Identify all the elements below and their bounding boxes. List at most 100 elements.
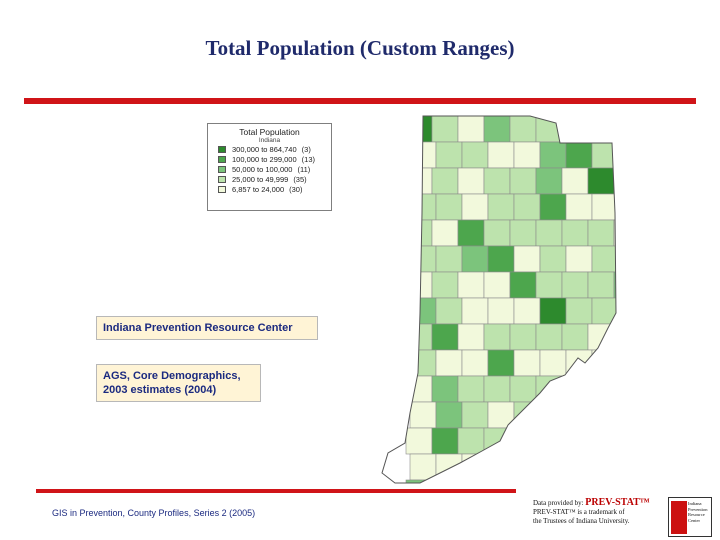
credit-prefix: Data provided by: xyxy=(533,499,584,507)
county-cell xyxy=(509,116,537,143)
county-cell xyxy=(431,479,459,483)
county-cell xyxy=(487,297,515,325)
county-cell xyxy=(405,271,433,299)
county-cell xyxy=(405,167,433,195)
county-cell xyxy=(561,323,589,351)
county-cell xyxy=(539,193,567,221)
county-cell xyxy=(509,375,537,403)
county-cell xyxy=(587,323,615,351)
county-cell xyxy=(591,453,616,481)
legend-count: (35) xyxy=(293,174,307,184)
county-cell xyxy=(561,271,589,299)
county-cell xyxy=(431,271,459,299)
county-cell xyxy=(561,427,589,455)
county-cell xyxy=(535,219,563,247)
county-cell xyxy=(565,401,593,429)
county-cell xyxy=(561,219,589,247)
county-cell xyxy=(457,427,485,455)
county-cell xyxy=(618,402,644,428)
county-cell xyxy=(613,427,616,455)
legend-label: 50,000 to 100,000 xyxy=(232,164,293,174)
county-cell xyxy=(513,349,541,377)
county-cell xyxy=(587,116,615,143)
county-cell xyxy=(487,349,515,377)
county-cell xyxy=(457,375,485,403)
county-cell xyxy=(539,297,567,325)
county-cell xyxy=(587,479,615,483)
county-cell xyxy=(431,219,459,247)
county-cell xyxy=(487,401,515,429)
indiana-state-logo-icon xyxy=(671,501,687,534)
county-cell xyxy=(618,454,644,480)
county-cell xyxy=(591,193,616,221)
county-cell xyxy=(461,141,489,169)
county-cell xyxy=(613,271,616,299)
county-cell xyxy=(435,141,463,169)
county-cell xyxy=(457,323,485,351)
source-data-line2: 2003 estimates (2004) xyxy=(103,384,217,396)
county-cell xyxy=(431,167,459,195)
indiana-county-map xyxy=(381,115,644,484)
county-cell xyxy=(461,297,489,325)
county-cell xyxy=(457,219,485,247)
county-cell xyxy=(587,271,615,299)
county-cell xyxy=(435,193,463,221)
county-cell xyxy=(509,219,537,247)
county-cell xyxy=(591,245,616,273)
county-cell xyxy=(513,193,541,221)
county-cell xyxy=(561,479,589,483)
county-cell xyxy=(405,116,433,143)
county-cell xyxy=(461,193,489,221)
legend-title: Total Population xyxy=(239,127,300,137)
county-cell xyxy=(409,245,437,273)
legend-swatch xyxy=(218,145,226,153)
county-cell xyxy=(618,246,644,272)
county-cell xyxy=(613,479,616,483)
county-cell xyxy=(618,298,644,324)
county-cell xyxy=(483,219,511,247)
county-cell xyxy=(618,350,644,376)
county-cell xyxy=(613,167,616,195)
county-cell xyxy=(565,193,593,221)
source-org-text: Indiana Prevention Resource Center xyxy=(103,322,293,334)
county-cell xyxy=(405,219,433,247)
county-cell xyxy=(561,375,589,403)
county-cell xyxy=(405,427,433,455)
logo-line1: Indiana xyxy=(688,501,702,506)
county-cell xyxy=(435,401,463,429)
county-cell xyxy=(565,245,593,273)
county-cell xyxy=(587,375,615,403)
county-cell xyxy=(483,271,511,299)
county-cell xyxy=(483,427,511,455)
county-cell xyxy=(513,453,541,481)
county-cell xyxy=(561,116,589,143)
top-divider xyxy=(24,98,696,104)
county-cell xyxy=(613,116,616,143)
county-cell xyxy=(535,427,563,455)
county-cell xyxy=(618,194,644,220)
legend-label: 6,857 to 24,000 xyxy=(232,184,285,194)
county-cell xyxy=(435,245,463,273)
legend-swatch xyxy=(218,175,226,183)
county-cell xyxy=(483,167,511,195)
county-cell xyxy=(513,297,541,325)
county-cell xyxy=(457,271,485,299)
county-cell xyxy=(487,193,515,221)
county-cell xyxy=(535,479,563,483)
county-cell xyxy=(435,297,463,325)
legend-swatch xyxy=(218,155,226,163)
legend-item: 6,857 to 24,000 (30) xyxy=(218,184,331,194)
county-cell xyxy=(457,167,485,195)
county-cell xyxy=(587,219,615,247)
legend-swatch xyxy=(218,185,226,193)
county-cell xyxy=(535,375,563,403)
county-cell xyxy=(618,142,644,168)
county-cell xyxy=(535,271,563,299)
county-cell xyxy=(565,141,593,169)
county-cell xyxy=(591,401,616,429)
legend-label: 100,000 to 299,000 xyxy=(232,154,297,164)
county-cell xyxy=(561,167,589,195)
county-cell xyxy=(535,167,563,195)
county-cell xyxy=(613,323,616,351)
county-cell xyxy=(565,349,593,377)
